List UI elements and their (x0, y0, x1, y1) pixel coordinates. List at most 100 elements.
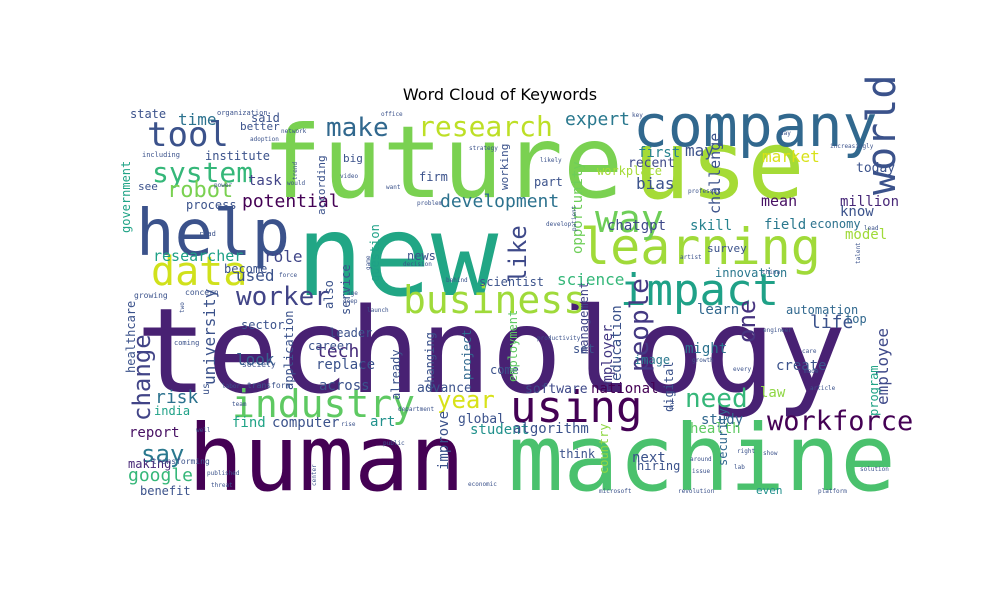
word-study: study (701, 412, 743, 428)
word-use: use (633, 111, 805, 221)
word-show: show (763, 450, 778, 457)
word-revolution: revolution (678, 488, 715, 495)
word-national: national (591, 381, 658, 397)
word-working: working (498, 144, 511, 190)
word-video: video (340, 173, 358, 180)
word-platform: platform (818, 488, 847, 495)
word-day: day (780, 130, 791, 137)
word-improve: improve (436, 411, 452, 470)
word-program: program (867, 365, 881, 416)
word-engineer: engineer (763, 327, 792, 334)
word-institute: institute (205, 149, 270, 163)
word-workforce: workforce (767, 406, 913, 437)
word-science: science (557, 270, 624, 289)
word-image: image (634, 353, 670, 367)
word-process: process (186, 198, 237, 212)
word-health: health (690, 421, 741, 437)
word-increasingly: increasingly (830, 143, 874, 150)
word-look: look (236, 350, 275, 369)
word-care: care (802, 348, 817, 355)
word-model: model (845, 227, 887, 243)
word-around: around (690, 456, 712, 463)
word-survey: survey (707, 242, 747, 255)
word-threat: threat (211, 482, 233, 489)
word-google: google (128, 465, 193, 486)
word-according: according (315, 155, 328, 215)
word-algorithm: algorithm (513, 421, 589, 437)
word-employer: employer (600, 325, 616, 392)
word-become: become (224, 262, 267, 276)
word-worker: worker (236, 282, 330, 312)
word-transform: transform (247, 381, 291, 390)
word-trend: trend (292, 162, 299, 180)
word-healthcare: healthcare (124, 301, 138, 373)
word-published: published (207, 470, 240, 477)
word-center: center (311, 464, 318, 486)
word-global: global (458, 412, 505, 427)
word-big: big (343, 152, 363, 165)
word-want: want (386, 184, 401, 191)
word-field: field (764, 217, 806, 233)
word-one: one (733, 300, 761, 343)
word-office: office (381, 111, 403, 118)
word-firm: firm (419, 170, 448, 184)
word-future: future (262, 104, 623, 221)
word-concern: concern (185, 288, 219, 297)
word-government: government (119, 161, 133, 233)
word-know: know (840, 204, 874, 220)
word-professor: professor (688, 188, 721, 195)
word-learning: learning (580, 218, 821, 276)
word-chatgpt: chatgpt (607, 218, 666, 234)
word-need: need (685, 384, 748, 414)
word-change: change (128, 334, 156, 421)
word-employee: employee (873, 328, 892, 405)
word-first: first (638, 145, 680, 161)
word-china: china (762, 269, 780, 276)
word-report: report (129, 425, 180, 441)
word-education: education (609, 305, 625, 381)
word-well: well (196, 427, 211, 434)
word-including: including (142, 151, 180, 159)
word-business: business (403, 278, 586, 322)
word-see: see (138, 180, 158, 193)
word-key: key (632, 112, 643, 119)
word-million: million (840, 194, 899, 210)
word-labor: labor (222, 383, 240, 390)
word-right: right (737, 448, 755, 455)
word-every: every (733, 366, 751, 373)
word-make: make (326, 113, 389, 143)
word-service: service (339, 264, 353, 315)
word-strategy: strategy (469, 145, 498, 152)
word-team: team (232, 401, 247, 408)
word-technology: technology (136, 282, 846, 420)
word-come: come (490, 363, 519, 377)
word-question: question (368, 224, 382, 282)
word-software: software (525, 382, 588, 397)
word-people: people (625, 278, 655, 372)
word-talent: talent (855, 242, 862, 264)
word-art: art (370, 414, 395, 430)
word-life: life (810, 312, 853, 333)
word-industry: industry (232, 382, 415, 426)
word-adoption: adoption (250, 136, 279, 143)
word-article: article (810, 385, 836, 392)
word-automation: automation (786, 303, 858, 317)
word-computer: computer (272, 415, 339, 431)
word-student: student (470, 422, 529, 438)
word-india: india (154, 404, 190, 418)
word-issue: issue (692, 468, 710, 475)
word-economy: economy (810, 217, 861, 231)
word-project: project (460, 329, 474, 380)
word-benefit: benefit (140, 484, 191, 498)
word-may: may (685, 141, 714, 160)
word-organization: organization (217, 109, 268, 117)
word-opportunity: opportunity (570, 161, 586, 254)
word-read: read (199, 230, 216, 238)
word-potential: potential (242, 191, 340, 212)
word-develop: develop (546, 221, 572, 228)
word-behind: behind (446, 277, 468, 284)
word-coming: coming (174, 339, 199, 347)
word-task: task (248, 173, 282, 189)
word-workplace: workplace (597, 164, 662, 178)
